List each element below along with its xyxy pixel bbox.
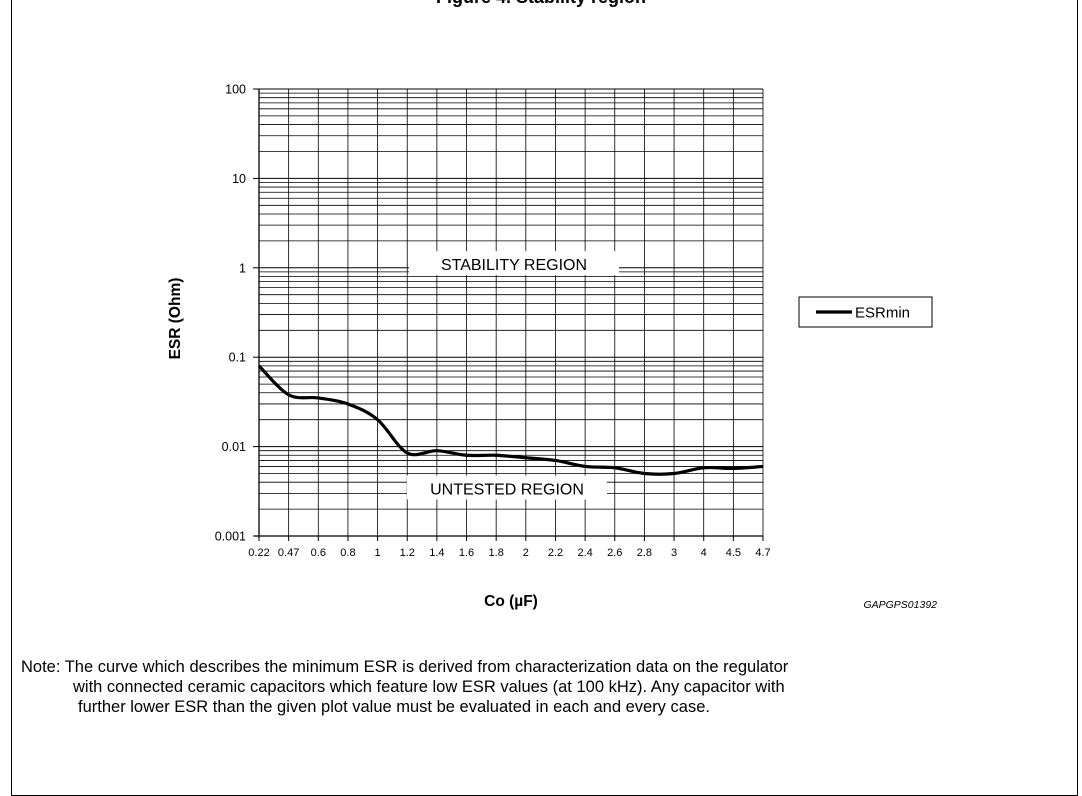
x-tick-label: 2.6	[607, 547, 622, 559]
y-axis-title: ESR (Ohm)	[167, 278, 184, 360]
x-tick-label: 1.8	[489, 547, 504, 559]
legend-label: ESRmin	[855, 305, 910, 322]
y-tick-label: 0.01	[222, 440, 246, 454]
x-tick-label: 2	[523, 547, 529, 559]
x-tick-label: 1.4	[429, 547, 444, 559]
x-tick-label: 2.8	[637, 547, 652, 559]
y-tick-label: 1	[239, 261, 246, 275]
x-tick-label: 0.8	[340, 547, 355, 559]
figure-code: GAPGPS01392	[863, 599, 937, 611]
x-tick-label: 1	[375, 547, 381, 559]
x-tick-label: 1.2	[400, 547, 415, 559]
x-tick-label: 2.4	[577, 547, 592, 559]
x-tick-label: 4	[701, 547, 707, 559]
x-tick-label: 1.6	[459, 547, 474, 559]
y-tick-label: 10	[232, 172, 246, 186]
y-tick-label: 0.001	[215, 530, 246, 544]
note-line-3: further lower ESR than the given plot va…	[21, 697, 1061, 717]
y-tick-label: 0.1	[229, 351, 246, 365]
y-tick-label: 100	[225, 83, 246, 97]
x-tick-label: 0.47	[278, 547, 299, 559]
x-tick-label: 0.6	[311, 547, 326, 559]
note-line-1: Note: The curve which describes the mini…	[21, 657, 1061, 677]
grid-lines	[259, 89, 763, 536]
x-axis-title: Co (µF)	[484, 593, 538, 610]
x-tick-label: 3	[671, 547, 677, 559]
x-tick-label: 4.5	[726, 547, 741, 559]
figure-note: Note: The curve which describes the mini…	[21, 657, 1061, 717]
x-tick-label: 4.7	[755, 547, 770, 559]
note-line-2: with connected ceramic capacitors which …	[21, 677, 1061, 697]
untested-region-label: UNTESTED REGION	[430, 481, 584, 498]
x-tick-label: 2.2	[548, 547, 563, 559]
x-tick-label: 0.22	[248, 547, 269, 559]
stability-region-label: STABILITY REGION	[441, 257, 587, 274]
